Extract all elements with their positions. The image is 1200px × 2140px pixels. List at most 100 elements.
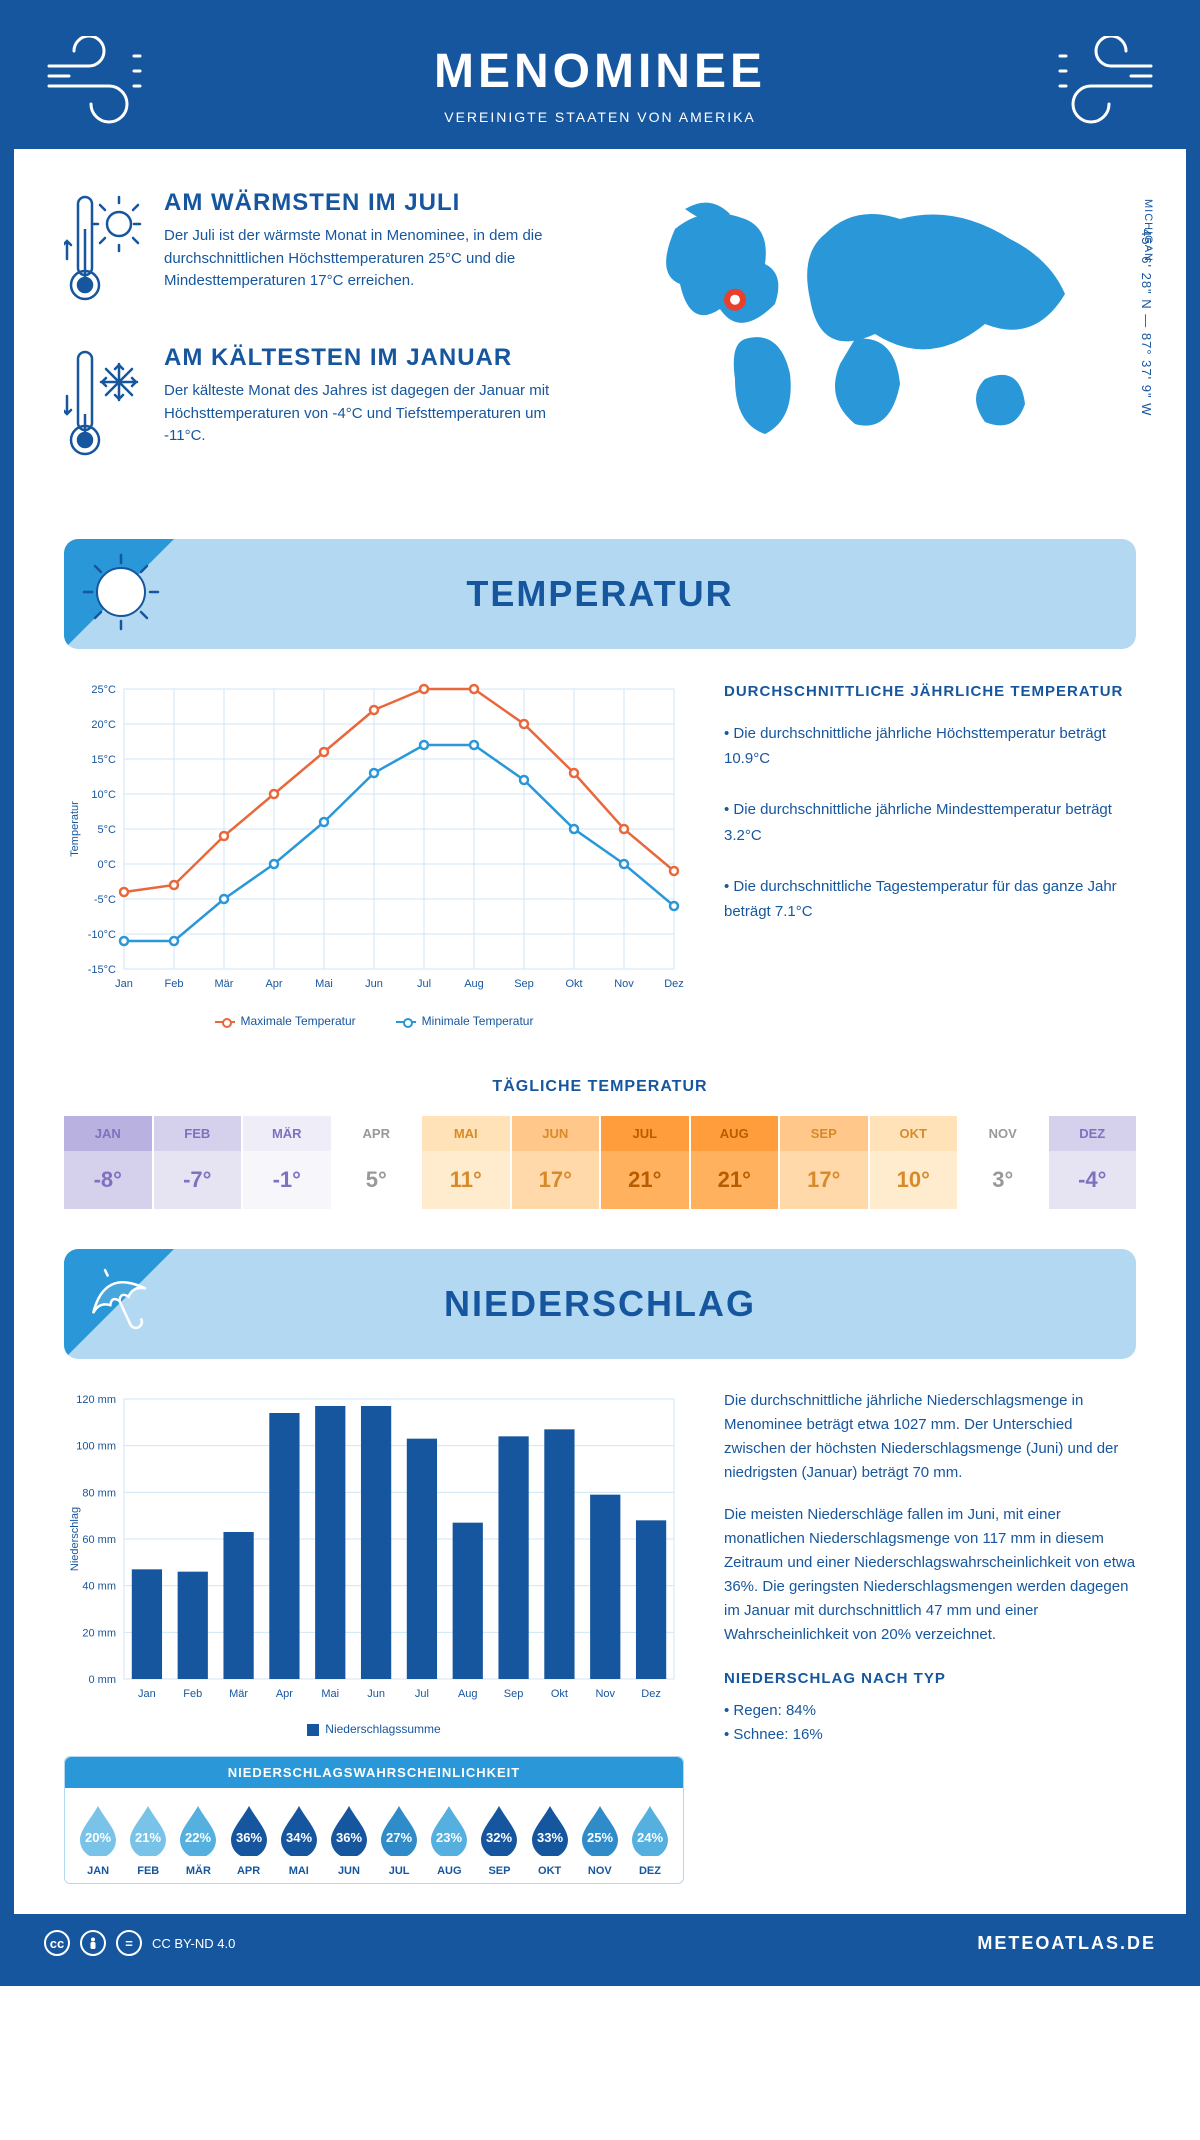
svg-text:33%: 33% xyxy=(537,1830,563,1845)
prob-drop: 22%MÄR xyxy=(173,1802,223,1877)
prob-drop: 36%JUN xyxy=(324,1802,374,1877)
coords-label: 45° 6' 28" N — 87° 37' 9" W xyxy=(1139,229,1154,416)
map-col: MICHIGAN 45° 6' 28" N — 87° 37' 9" W xyxy=(615,189,1136,499)
temp-cell: NOV3° xyxy=(959,1116,1047,1209)
svg-text:Aug: Aug xyxy=(464,978,484,990)
svg-text:Aug: Aug xyxy=(458,1688,478,1700)
page-subtitle: VEREINIGTE STAATEN VON AMERIKA xyxy=(14,109,1186,125)
section-head-temp: TEMPERATUR xyxy=(64,539,1136,649)
temp-cell: APR5° xyxy=(333,1116,421,1209)
temp-cell: MAI11° xyxy=(422,1116,510,1209)
legend-max: Maximale Temperatur xyxy=(241,1014,356,1028)
warm-block: AM WÄRMSTEN IM JULI Der Juli ist der wär… xyxy=(64,189,585,314)
precip-info: Die durchschnittliche jährliche Niedersc… xyxy=(724,1389,1136,1884)
world-map-icon xyxy=(615,189,1095,459)
precip-col: 0 mm20 mm40 mm60 mm80 mm100 mm120 mmJanF… xyxy=(64,1389,684,1884)
daily-temp-table: JAN-8°FEB-7°MÄR-1°APR5°MAI11°JUN17°JUL21… xyxy=(64,1116,1136,1209)
prob-drop: 23%AUG xyxy=(424,1802,474,1877)
page: MENOMINEE VEREINIGTE STAATEN VON AMERIKA xyxy=(0,0,1200,1986)
warm-title: AM WÄRMSTEN IM JULI xyxy=(164,189,585,217)
svg-text:Niederschlag: Niederschlag xyxy=(69,1507,81,1571)
temp-cell: FEB-7° xyxy=(154,1116,242,1209)
svg-text:Mai: Mai xyxy=(315,978,333,990)
svg-text:80 mm: 80 mm xyxy=(82,1487,116,1499)
svg-text:24%: 24% xyxy=(637,1830,663,1845)
precip-prob-box: NIEDERSCHLAGSWAHRSCHEINLICHKEIT 20%JAN21… xyxy=(64,1756,684,1884)
svg-text:Nov: Nov xyxy=(595,1688,615,1700)
precip-prob-heading: NIEDERSCHLAGSWAHRSCHEINLICHKEIT xyxy=(65,1757,683,1788)
temp-cell: JUL21° xyxy=(601,1116,689,1209)
intro-row: AM WÄRMSTEN IM JULI Der Juli ist der wär… xyxy=(14,149,1186,519)
svg-text:100 mm: 100 mm xyxy=(76,1441,116,1453)
intro-text-col: AM WÄRMSTEN IM JULI Der Juli ist der wär… xyxy=(64,189,585,499)
svg-text:20%: 20% xyxy=(85,1830,111,1845)
license-text: CC BY-ND 4.0 xyxy=(152,1936,235,1951)
temp-chart: -15°C-10°C-5°C0°C5°C10°C15°C20°C25°CJanF… xyxy=(64,679,684,1028)
thermometer-cold-icon xyxy=(64,344,144,469)
cold-title: AM KÄLTESTEN IM JANUAR xyxy=(164,344,585,372)
footer: cc = CC BY-ND 4.0 METEOATLAS.DE xyxy=(14,1914,1186,1972)
section-head-precip: NIEDERSCHLAG xyxy=(64,1249,1136,1359)
svg-text:20°C: 20°C xyxy=(91,719,116,731)
temp-cell: JUN17° xyxy=(512,1116,600,1209)
svg-text:10°C: 10°C xyxy=(91,789,116,801)
svg-text:0°C: 0°C xyxy=(98,859,117,871)
precip-snow: • Schnee: 16% xyxy=(724,1723,1136,1747)
svg-text:36%: 36% xyxy=(236,1830,262,1845)
wind-icon xyxy=(1036,36,1156,126)
temp-bullet: • Die durchschnittliche jährliche Höchst… xyxy=(724,721,1136,772)
svg-text:Jul: Jul xyxy=(415,1688,429,1700)
temp-cell: DEZ-4° xyxy=(1049,1116,1137,1209)
precip-p1: Die durchschnittliche jährliche Niedersc… xyxy=(724,1389,1136,1485)
temp-bullet: • Die durchschnittliche jährliche Mindes… xyxy=(724,797,1136,848)
page-title: MENOMINEE xyxy=(14,44,1186,99)
svg-text:27%: 27% xyxy=(386,1830,412,1845)
prob-drop: 21%FEB xyxy=(123,1802,173,1877)
prob-drop: 36%APR xyxy=(224,1802,274,1877)
header: MENOMINEE VEREINIGTE STAATEN VON AMERIKA xyxy=(14,14,1186,149)
cold-block: AM KÄLTESTEN IM JANUAR Der kälteste Mona… xyxy=(64,344,585,469)
temp-info: DURCHSCHNITTLICHE JÄHRLICHE TEMPERATUR •… xyxy=(724,679,1136,1028)
section-title-precip: NIEDERSCHLAG xyxy=(64,1283,1136,1325)
daily-temp-heading: TÄGLICHE TEMPERATUR xyxy=(14,1078,1186,1096)
temp-cell: MÄR-1° xyxy=(243,1116,331,1209)
license: cc = CC BY-ND 4.0 xyxy=(44,1930,235,1956)
precip-type-heading: NIEDERSCHLAG NACH TYP xyxy=(724,1667,1136,1691)
svg-text:Jul: Jul xyxy=(417,978,431,990)
svg-text:-10°C: -10°C xyxy=(88,929,116,941)
svg-text:36%: 36% xyxy=(336,1830,362,1845)
svg-text:5°C: 5°C xyxy=(98,824,117,836)
temp-row: -15°C-10°C-5°C0°C5°C10°C15°C20°C25°CJanF… xyxy=(14,679,1186,1058)
svg-text:22%: 22% xyxy=(185,1830,211,1845)
svg-text:0 mm: 0 mm xyxy=(89,1674,117,1686)
nd-icon: = xyxy=(116,1930,142,1956)
brand: METEOATLAS.DE xyxy=(977,1933,1156,1954)
by-icon xyxy=(80,1930,106,1956)
svg-text:Dez: Dez xyxy=(641,1688,661,1700)
precip-chart: 0 mm20 mm40 mm60 mm80 mm100 mm120 mmJanF… xyxy=(64,1389,684,1709)
svg-text:40 mm: 40 mm xyxy=(82,1581,116,1593)
temp-cell: SEP17° xyxy=(780,1116,868,1209)
warm-text: Der Juli ist der wärmste Monat in Menomi… xyxy=(164,225,585,293)
svg-text:Sep: Sep xyxy=(504,1688,524,1700)
svg-text:23%: 23% xyxy=(436,1830,462,1845)
svg-text:Dez: Dez xyxy=(664,978,684,990)
prob-drop: 25%NOV xyxy=(575,1802,625,1877)
svg-text:Jun: Jun xyxy=(365,978,383,990)
thermometer-hot-icon xyxy=(64,189,144,314)
temp-bullet: • Die durchschnittliche Tagestemperatur … xyxy=(724,874,1136,925)
svg-text:21%: 21% xyxy=(135,1830,161,1845)
precip-rain: • Regen: 84% xyxy=(724,1699,1136,1723)
svg-text:Nov: Nov xyxy=(614,978,634,990)
svg-text:20 mm: 20 mm xyxy=(82,1627,116,1639)
svg-text:25%: 25% xyxy=(587,1830,613,1845)
svg-text:Apr: Apr xyxy=(265,978,282,990)
prob-drop: 24%DEZ xyxy=(625,1802,675,1877)
precip-row: 0 mm20 mm40 mm60 mm80 mm100 mm120 mmJanF… xyxy=(14,1389,1186,1914)
svg-text:34%: 34% xyxy=(286,1830,312,1845)
svg-text:Jun: Jun xyxy=(367,1688,385,1700)
temp-cell: OKT10° xyxy=(870,1116,958,1209)
wind-icon xyxy=(44,36,164,126)
umbrella-icon xyxy=(78,1259,160,1341)
section-title-temp: TEMPERATUR xyxy=(64,573,1136,615)
